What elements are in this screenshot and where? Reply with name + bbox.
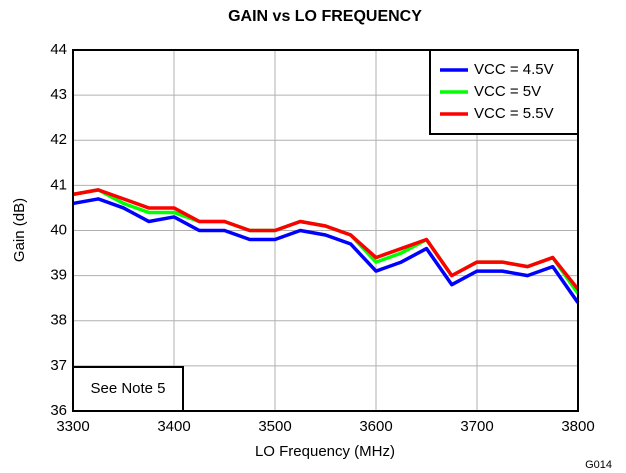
note-text: See Note 5 <box>90 380 165 397</box>
legend-label: VCC = 4.5V <box>474 61 554 78</box>
x-tick-label: 3300 <box>56 418 89 435</box>
data-line <box>72 197 580 304</box>
note-box <box>72 366 184 412</box>
x-tick-label: 3800 <box>561 418 594 435</box>
x-axis-label: LO Frequency (MHz) <box>255 443 395 460</box>
x-tick-label: 3700 <box>460 418 493 435</box>
chart-title: GAIN vs LO FREQUENCY <box>228 8 422 25</box>
y-tick-label: 36 <box>50 402 67 419</box>
figure-code: G014 <box>585 459 612 471</box>
y-axis-label: Gain (dB) <box>11 198 28 262</box>
y-tick-label: 40 <box>50 221 67 238</box>
y-tick-label: 39 <box>50 267 67 284</box>
legend-label: VCC = 5.5V <box>474 105 554 122</box>
legend-label: VCC = 5V <box>474 83 541 100</box>
plot-frame <box>72 49 579 412</box>
y-tick-label: 41 <box>50 176 67 193</box>
y-tick-label: 37 <box>50 357 67 374</box>
y-tick-label: 38 <box>50 312 67 329</box>
y-tick-label: 42 <box>50 131 67 148</box>
x-tick-label: 3500 <box>258 418 291 435</box>
data-line <box>72 188 580 291</box>
y-tick-label: 44 <box>50 41 67 58</box>
y-tick-label: 43 <box>50 86 67 103</box>
x-tick-label: 3600 <box>359 418 392 435</box>
x-tick-label: 3400 <box>157 418 190 435</box>
